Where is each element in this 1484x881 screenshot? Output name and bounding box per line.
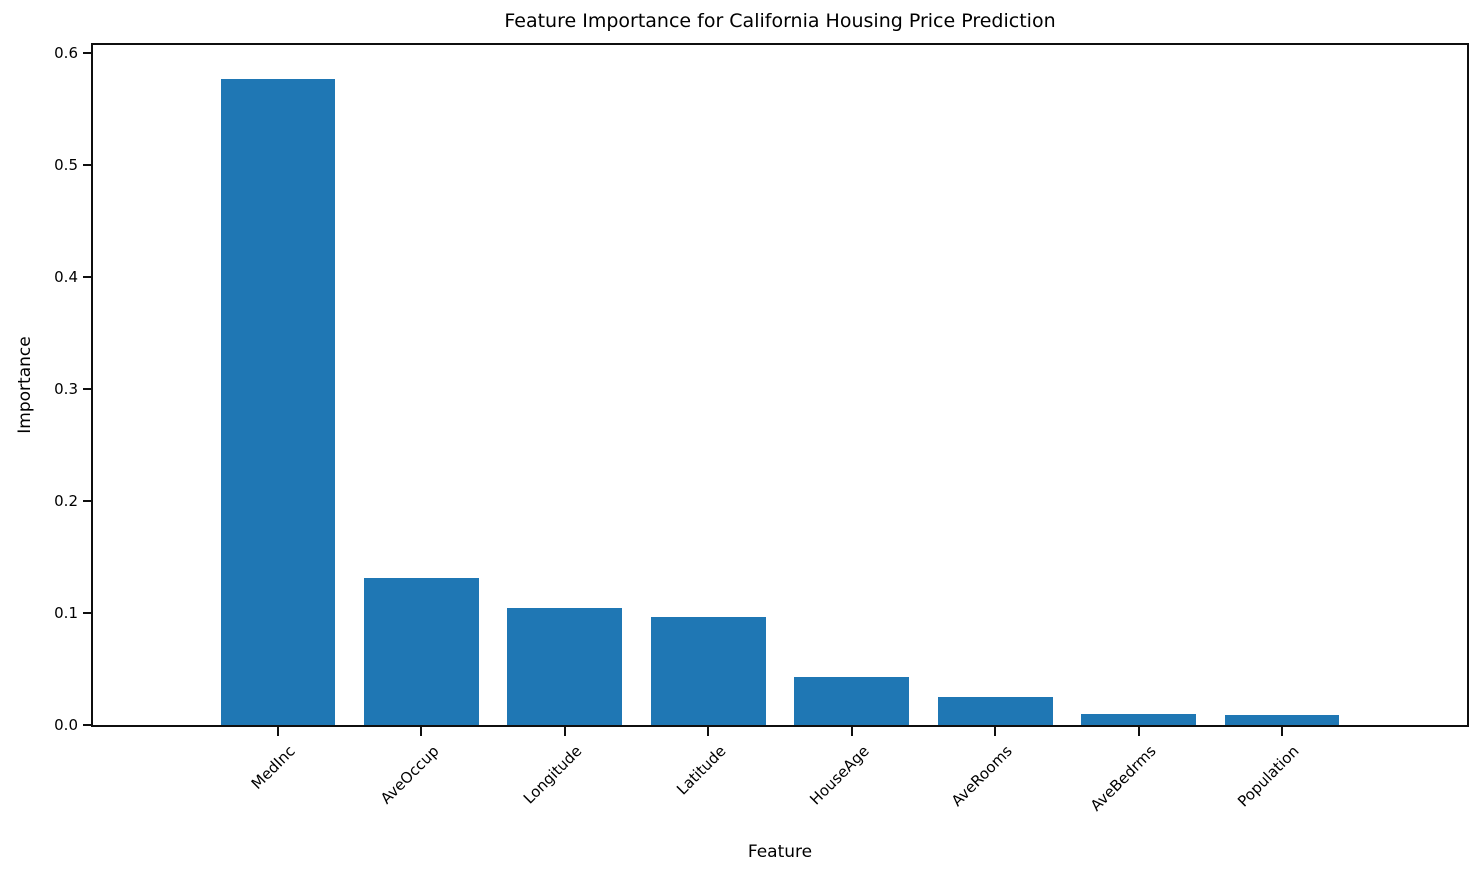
bar-AveBedrms	[1081, 713, 1196, 725]
y-tick-label-0.4: 0.4	[54, 267, 78, 286]
bar-AveRooms	[937, 696, 1053, 725]
y-tick-mark-0.0	[83, 724, 91, 726]
bar-Latitude	[650, 617, 766, 725]
x-tick-mark-AveOccup	[420, 727, 423, 736]
y-tick-label-0.2: 0.2	[54, 491, 78, 510]
bar-Population	[1224, 714, 1340, 725]
x-tick-mark-HouseAge	[850, 727, 853, 736]
bar-MedInc	[220, 78, 336, 725]
x-tick-label-Longitude: Longitude	[520, 742, 586, 808]
x-tick-label-Latitude: Latitude	[672, 742, 730, 799]
x-axis-label: Feature	[747, 842, 813, 862]
x-tick-label-AveBedrms: AveBedrms	[1086, 742, 1160, 815]
x-tick-mark-AveBedrms	[1137, 727, 1140, 736]
y-tick-label-0.5: 0.5	[54, 155, 78, 174]
x-tick-label-AveOccup: AveOccup	[376, 742, 443, 808]
chart-title: Feature Importance for California Housin…	[504, 10, 1056, 32]
bar-HouseAge	[794, 676, 910, 725]
x-tick-mark-Latitude	[707, 727, 710, 736]
x-tick-label-HouseAge: HouseAge	[805, 742, 873, 809]
y-tick-label-0.6: 0.6	[54, 43, 78, 62]
y-tick-mark-0.6	[83, 51, 91, 54]
y-tick-mark-0.4	[83, 275, 91, 278]
y-tick-mark-0.2	[83, 499, 91, 502]
x-tick-mark-Longitude	[563, 727, 566, 736]
bar-AveOccup	[364, 578, 479, 725]
y-tick-label-0.3: 0.3	[54, 379, 78, 398]
y-tick-mark-0.5	[83, 163, 91, 166]
y-tick-label-0.1: 0.1	[54, 603, 78, 622]
x-tick-label-MedInc: MedInc	[247, 742, 299, 793]
x-tick-mark-Population	[1280, 727, 1283, 736]
y-tick-mark-0.1	[83, 611, 91, 614]
x-tick-label-Population: Population	[1234, 742, 1303, 811]
x-tick-mark-AveRooms	[994, 727, 997, 736]
x-tick-label-AveRooms: AveRooms	[947, 742, 1016, 810]
y-tick-mark-0.3	[83, 387, 91, 390]
y-tick-label-0.0: 0.0	[54, 716, 78, 734]
x-tick-mark-MedInc	[277, 727, 280, 736]
bar-Longitude	[507, 608, 623, 725]
